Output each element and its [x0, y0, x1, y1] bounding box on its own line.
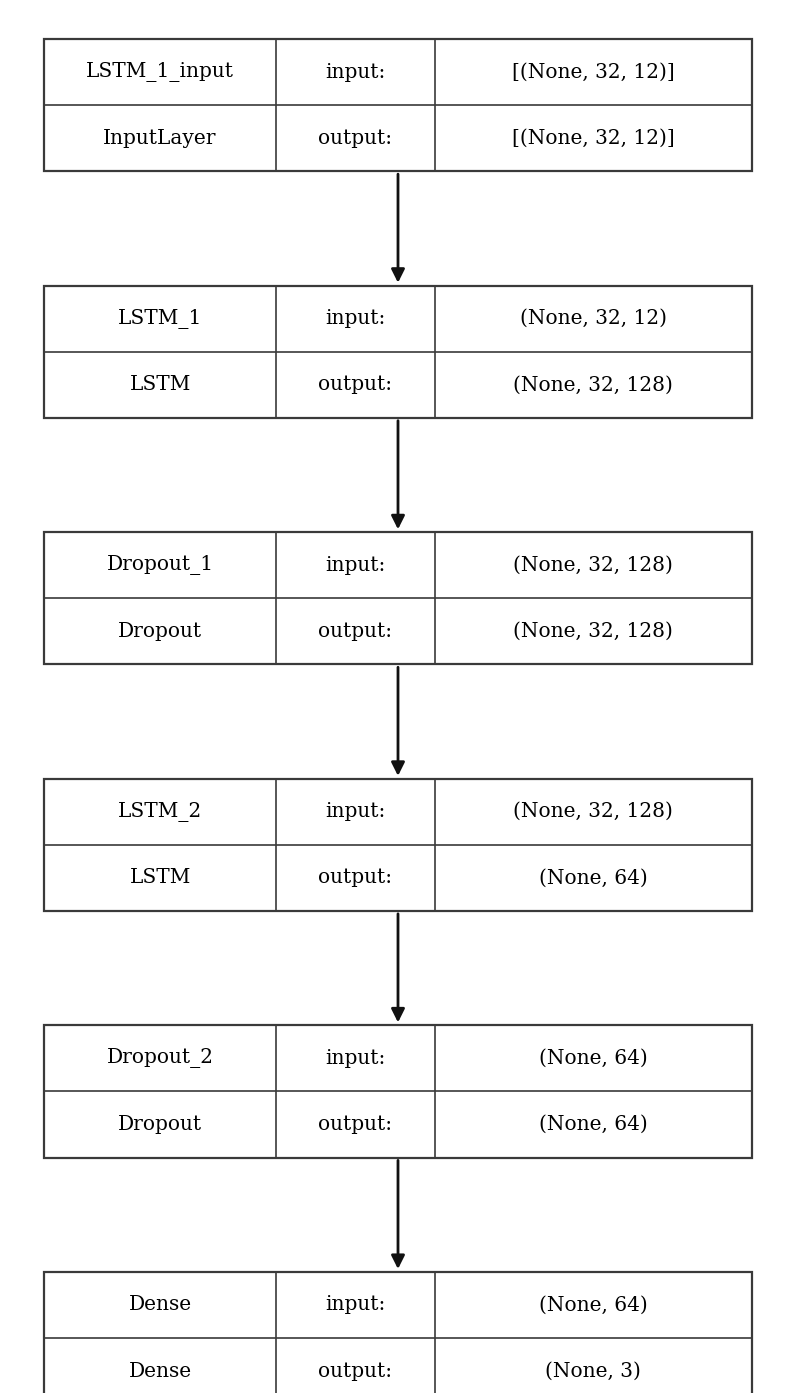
- Text: output:: output:: [318, 1361, 393, 1380]
- Text: Dropout_1: Dropout_1: [106, 556, 214, 575]
- Text: [(None, 32, 12)]: [(None, 32, 12)]: [512, 128, 674, 148]
- Text: (None, 32, 128): (None, 32, 128): [514, 621, 674, 641]
- Text: LSTM_1_input: LSTM_1_input: [86, 63, 234, 82]
- Bar: [44, 39, 752, 171]
- Text: (None, 64): (None, 64): [539, 1049, 648, 1068]
- Text: Dropout: Dropout: [118, 621, 202, 641]
- Text: LSTM: LSTM: [130, 868, 190, 887]
- Text: input:: input:: [326, 556, 386, 575]
- Text: Dropout_2: Dropout_2: [106, 1049, 214, 1068]
- Text: Dropout: Dropout: [118, 1114, 202, 1134]
- Bar: [44, 532, 752, 664]
- Text: LSTM_1: LSTM_1: [118, 309, 202, 329]
- Bar: [44, 779, 752, 911]
- Text: (None, 32, 12): (None, 32, 12): [520, 309, 667, 329]
- Text: input:: input:: [326, 802, 386, 822]
- Text: Dense: Dense: [129, 1295, 192, 1315]
- Text: (None, 32, 128): (None, 32, 128): [514, 556, 674, 575]
- Text: output:: output:: [318, 375, 393, 394]
- Text: LSTM_2: LSTM_2: [118, 802, 202, 822]
- Text: (None, 3): (None, 3): [546, 1361, 642, 1380]
- Text: InputLayer: InputLayer: [103, 128, 217, 148]
- Text: input:: input:: [326, 309, 386, 329]
- Text: LSTM: LSTM: [130, 375, 190, 394]
- Bar: [44, 286, 752, 418]
- Text: input:: input:: [326, 1049, 386, 1068]
- Text: [(None, 32, 12)]: [(None, 32, 12)]: [512, 63, 674, 82]
- Text: input:: input:: [326, 63, 386, 82]
- Text: (None, 64): (None, 64): [539, 1295, 648, 1315]
- Bar: [44, 1272, 752, 1393]
- Text: Dense: Dense: [129, 1361, 192, 1380]
- Text: output:: output:: [318, 128, 393, 148]
- Text: input:: input:: [326, 1295, 386, 1315]
- Text: (None, 32, 128): (None, 32, 128): [514, 802, 674, 822]
- Text: output:: output:: [318, 868, 393, 887]
- Text: output:: output:: [318, 621, 393, 641]
- Text: output:: output:: [318, 1114, 393, 1134]
- Text: (None, 64): (None, 64): [539, 1114, 648, 1134]
- Text: (None, 32, 128): (None, 32, 128): [514, 375, 674, 394]
- Bar: [44, 1025, 752, 1158]
- Text: (None, 64): (None, 64): [539, 868, 648, 887]
